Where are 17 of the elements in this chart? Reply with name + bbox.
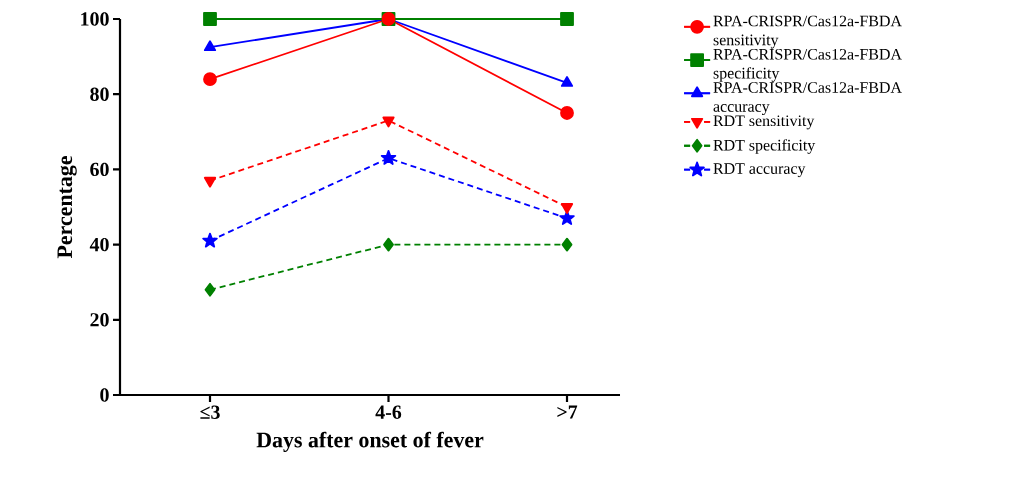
legend-label: RPA-CRISPR/Cas12a-FBDA accuracy (713, 82, 902, 116)
legend-label: RPA-CRISPR/Cas12a-FBDA specificity (713, 48, 902, 82)
x-tick-label: >7 (557, 405, 578, 419)
y-tick-label: 100 (81, 12, 109, 26)
legend-label: RDT accuracy (713, 163, 806, 178)
x-tick-label: ≤3 (200, 405, 220, 419)
y-axis-title: Percentage (57, 156, 77, 259)
legend-label: RDT sensitivity (713, 115, 815, 130)
y-tick-label: 20 (90, 313, 109, 327)
x-axis-title: Days after onset of fever (256, 431, 484, 452)
y-tick-label: 40 (89, 237, 109, 252)
legend-label: RPA-CRISPR/Cas12a-FBDA sensitivity (713, 15, 902, 49)
y-tick-label: 60 (90, 162, 109, 177)
legend-label: RDT specificity (713, 139, 816, 154)
x-tick-label: 4-6 (375, 405, 402, 419)
y-tick-label: 80 (90, 87, 109, 101)
y-tick-label: 0 (100, 388, 109, 402)
